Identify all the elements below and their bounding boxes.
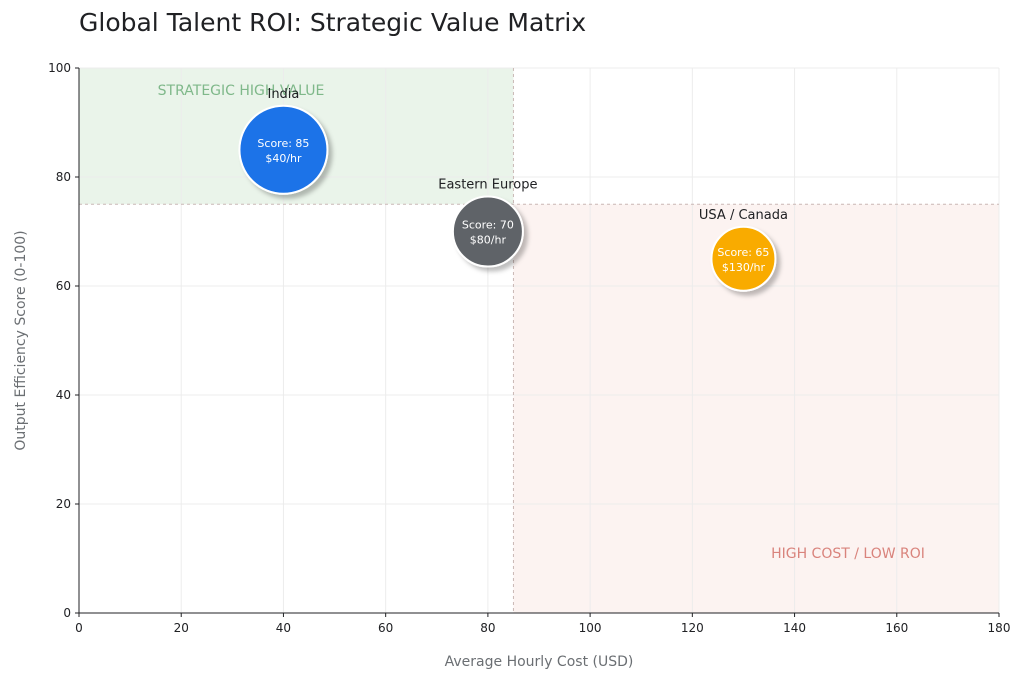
bubble-0: Score: 85 $40/hr India — [238, 87, 329, 195]
bubble-score-label: Score: 85 — [257, 137, 309, 150]
x-tick-label: 40 — [276, 621, 291, 635]
bubble-name-label: Eastern Europe — [438, 178, 537, 193]
y-tick-label: 60 — [56, 279, 71, 293]
y-tick-label: 40 — [56, 388, 71, 402]
x-tick-label: 80 — [480, 621, 495, 635]
chart-title: Global Talent ROI: Strategic Value Matri… — [79, 8, 587, 37]
x-tick-label: 100 — [579, 621, 602, 635]
x-tick-label: 120 — [681, 621, 704, 635]
bubble-circle — [451, 195, 524, 268]
bubble-cost-label: $130/hr — [722, 261, 766, 274]
bubble-score-label: Score: 70 — [462, 219, 514, 232]
bubble-name-label: India — [267, 87, 299, 102]
x-tick-label: 160 — [885, 621, 908, 635]
y-axis-label: Output Efficiency Score (0-100) — [13, 230, 29, 450]
bubble-score-label: Score: 65 — [717, 246, 769, 259]
x-tick-label: 20 — [174, 621, 189, 635]
x-tick-label: 60 — [378, 621, 393, 635]
x-tick-label: 140 — [783, 621, 806, 635]
bubble-cost-label: $80/hr — [470, 234, 507, 247]
zone-label-0: STRATEGIC HIGH VALUE — [158, 83, 325, 99]
bubble-circle — [710, 225, 777, 292]
y-tick-label: 0 — [63, 606, 71, 620]
bubble-cost-label: $40/hr — [265, 152, 302, 165]
x-tick-label: 180 — [988, 621, 1011, 635]
y-tick-label: 100 — [48, 61, 71, 75]
bubble-1: Score: 70 $80/hr Eastern Europe — [438, 178, 538, 268]
bubble-circle — [238, 104, 329, 195]
x-tick-label: 0 — [75, 621, 83, 635]
bubble-2: Score: 65 $130/hr USA / Canada — [699, 208, 788, 292]
bubble-name-label: USA / Canada — [699, 208, 788, 223]
x-axis-label: Average Hourly Cost (USD) — [445, 654, 634, 670]
y-tick-label: 80 — [56, 170, 71, 184]
y-tick-label: 20 — [56, 497, 71, 511]
zone-label-1: HIGH COST / LOW ROI — [771, 546, 925, 562]
